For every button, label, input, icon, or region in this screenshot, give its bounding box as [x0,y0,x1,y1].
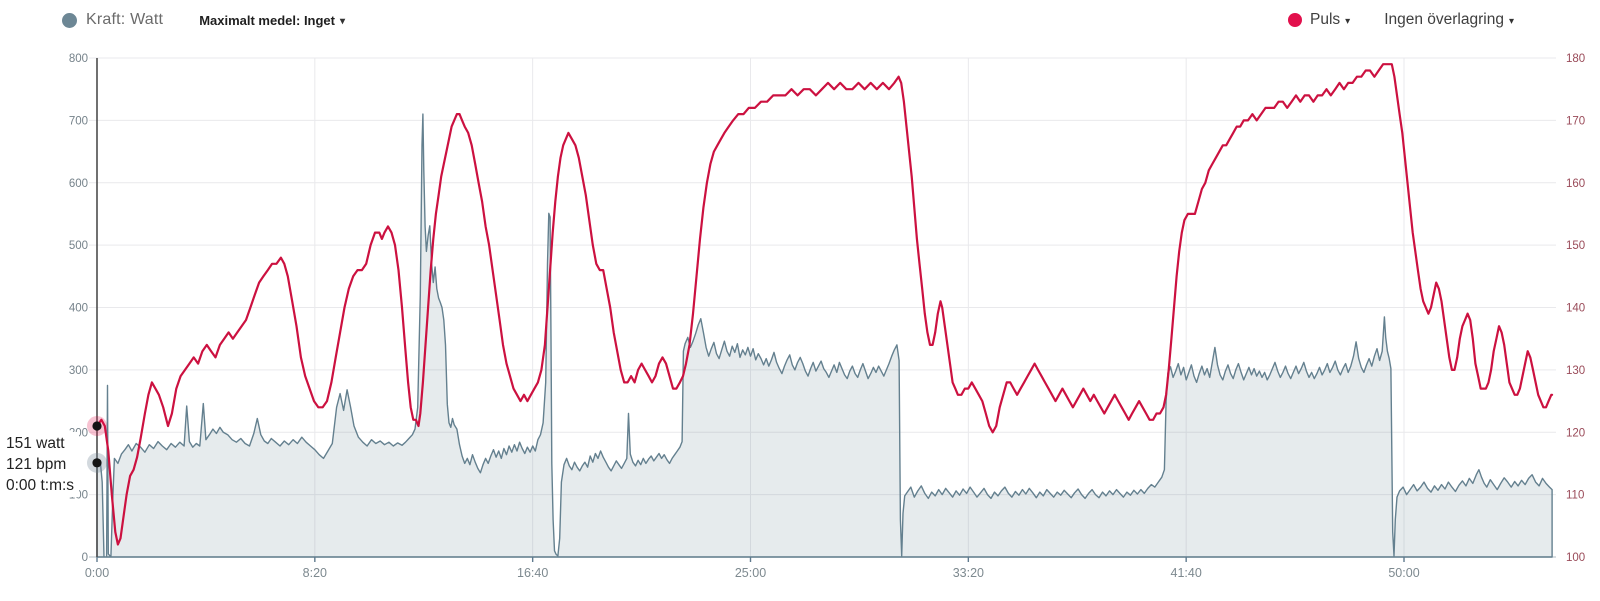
overlay-dropdown-label: Ingen överlagring [1384,11,1504,28]
right-axis-tick-label: 140 [1566,303,1585,315]
x-axis-tick-label: 0:00 [85,566,109,580]
right-axis-tick-label: 130 [1566,365,1585,377]
left-axis-tick-label: 800 [69,53,88,65]
x-axis-tick-label: 25:00 [735,566,766,580]
x-axis-tick-label: 8:20 [303,566,327,580]
tooltip-bpm-value: 121 bpm [6,456,67,473]
pulse-dropdown[interactable]: Puls ▾ [1310,11,1350,29]
pulse-dropdown-label: Puls [1310,11,1341,28]
tooltip-time-value: 0:00 t:m:s [6,477,75,494]
chart-toolbar: Kraft: Watt Maximalt medel: Inget ▾ Puls… [0,6,1600,34]
left-axis-tick-label: 300 [69,365,88,377]
right-axis-tick-label: 100 [1566,552,1585,564]
chevron-down-icon: ▾ [1508,15,1514,27]
max-average-dropdown-label: Maximalt medel: Inget [199,12,335,28]
x-axis-tick-label: 16:40 [517,566,548,580]
pulse-marker-dot [92,421,102,431]
legend-right-group: Puls ▾ Ingen överlagring ▾ [1288,11,1514,29]
left-axis-tick-label: 0 [82,552,88,564]
power-series-dot-icon [62,12,77,28]
right-axis-tick-label: 150 [1566,240,1585,252]
right-axis-tick-label: 110 [1566,490,1584,502]
left-axis-tick-label: 400 [69,303,88,315]
right-axis-tick-label: 160 [1566,178,1585,190]
watt-marker-dot [92,458,102,468]
right-axis-tick-label: 180 [1566,53,1585,65]
tooltip-watt-value: 151 watt [6,435,65,452]
overlay-dropdown[interactable]: Ingen överlagring ▾ [1384,11,1514,29]
x-axis-tick-label: 50:00 [1388,566,1419,580]
x-axis-tick-label: 33:20 [953,566,984,580]
chevron-down-icon: ▾ [340,15,346,27]
legend-left-group: Kraft: Watt Maximalt medel: Inget ▾ [62,11,345,29]
pulse-series-dot-icon [1288,13,1302,27]
left-axis-tick-label: 700 [69,115,88,127]
left-axis-tick-label: 500 [69,240,88,252]
x-axis-tick-label: 41:40 [1171,566,1202,580]
max-average-dropdown[interactable]: Maximalt medel: Inget ▾ [199,13,345,28]
power-area-series [96,113,1553,558]
pulse-line-series [95,63,1554,546]
cursor-tooltip: 151 watt 121 bpm 0:00 t:m:s [3,432,80,497]
right-axis-tick-label: 120 [1566,427,1585,439]
power-series-label: Kraft: Watt [86,11,164,28]
left-axis-tick-label: 600 [69,178,88,190]
chevron-down-icon: ▾ [1345,15,1351,27]
right-axis-tick-label: 170 [1566,115,1585,127]
